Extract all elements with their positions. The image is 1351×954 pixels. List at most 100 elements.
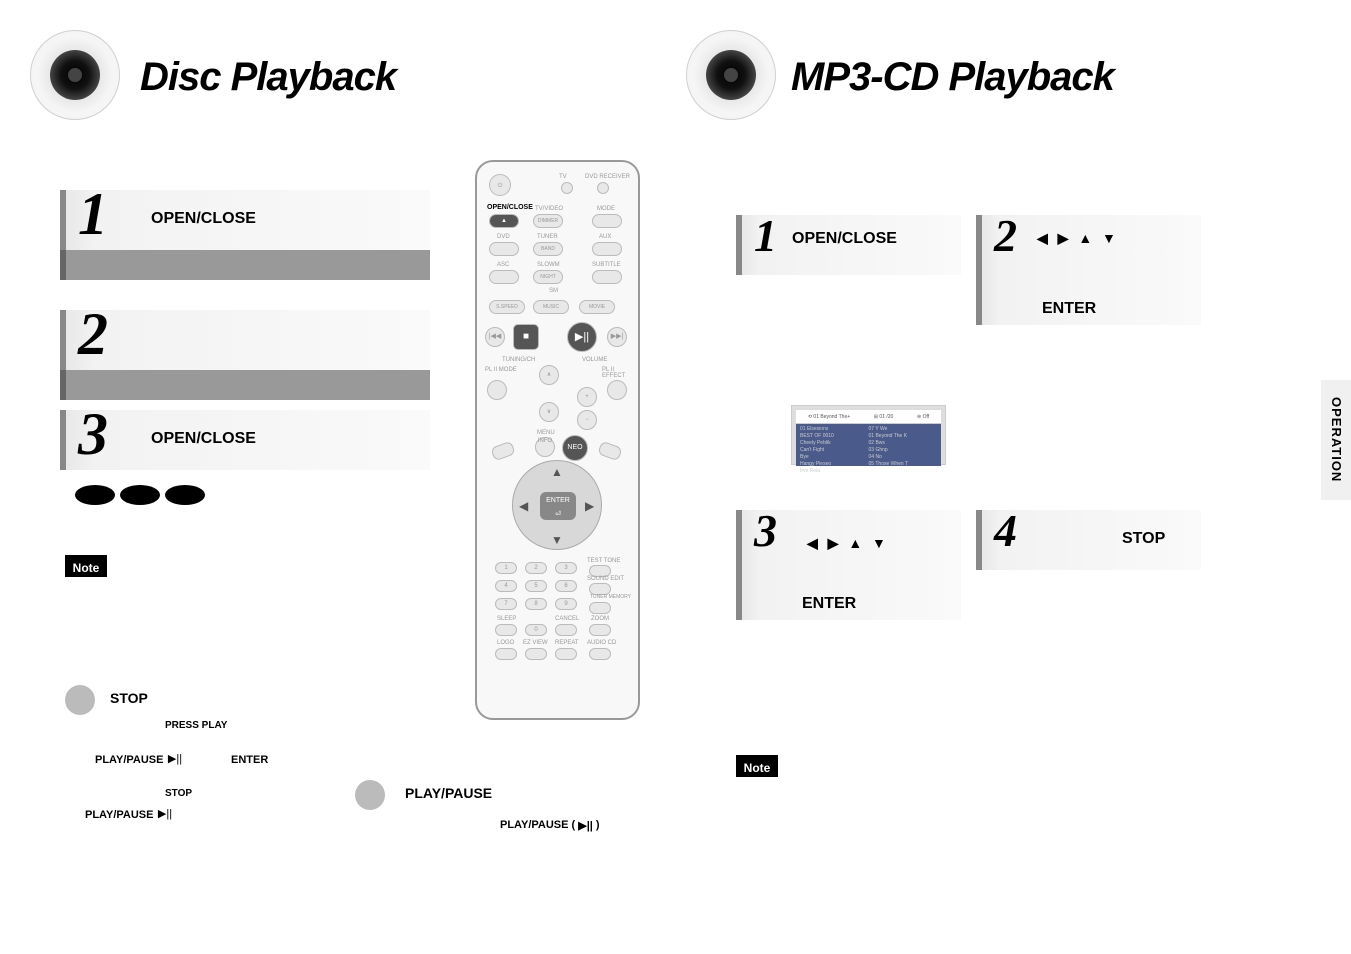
num-8-button[interactable]: 8 (525, 598, 547, 610)
step-3-num: 3 (78, 400, 108, 469)
play-pause-label: PLAY/PAUSE (95, 754, 163, 766)
num-7-button[interactable]: 7 (495, 598, 517, 610)
cancel-button[interactable] (555, 624, 577, 636)
return-button[interactable] (490, 441, 515, 462)
left-page: Disc Playback 1 OPEN/CLOSE 2 3 OPEN/CLOS… (0, 0, 675, 954)
remote-control: ⏻ TV DVD RECEIVER OPEN/CLOSE ▲ TV/VIDEO … (475, 160, 640, 720)
sleep-button[interactable] (495, 624, 517, 636)
vol-down-button[interactable]: − (577, 410, 597, 430)
nav-right-icon: ▶ (585, 499, 594, 513)
mode-button[interactable] (592, 214, 622, 228)
stop-label-2: STOP (165, 788, 192, 799)
prev-button[interactable]: |◀◀ (485, 327, 505, 347)
ezview-button[interactable] (525, 648, 547, 660)
stop-heading: STOP (110, 690, 148, 706)
step-3-num: 3 (754, 504, 777, 557)
disc-dot-icon (165, 485, 205, 505)
band-button[interactable]: BAND (533, 242, 563, 256)
ch-down-button[interactable]: ∨ (539, 402, 559, 422)
tvvideo-label: TV/VIDEO (535, 206, 563, 212)
next-button[interactable]: ▶▶| (607, 327, 627, 347)
info-button[interactable]: INFO (535, 437, 555, 457)
bullet-icon (65, 685, 95, 715)
enter-button[interactable]: ENTER⏎ (540, 492, 576, 520)
right-page: MP3-CD Playback 1 OPEN/CLOSE ⟲ 01 Beyond… (676, 0, 1351, 954)
subtitle-label: SUBTITLE (592, 262, 621, 268)
num-2-button[interactable]: 2 (525, 562, 547, 574)
stop-button[interactable]: ■ (513, 324, 539, 350)
step-2-label: ENTER (1042, 300, 1096, 318)
disc-dot-icon (120, 485, 160, 505)
movie-button[interactable]: MOVIE (579, 300, 615, 314)
exit-button[interactable] (597, 441, 622, 462)
page-title-left: Disc Playback (140, 55, 396, 100)
step-1-num: 1 (78, 180, 108, 249)
tuning-label: TUNING/CH (502, 357, 535, 363)
mode-label: MODE (597, 206, 615, 212)
num-3-button[interactable]: 3 (555, 562, 577, 574)
step-2-num: 2 (78, 300, 108, 369)
sspeed-button[interactable]: S.SPEED (489, 300, 525, 314)
step-1-label: OPEN/CLOSE (792, 230, 897, 248)
step-4-card: 4 STOP (976, 510, 1201, 570)
step-2-card: 2 (60, 310, 430, 370)
disc-dot-icon (75, 485, 115, 505)
dvd-label: DVD (497, 234, 510, 240)
ezview-label: EZ VIEW (523, 640, 548, 646)
music-button[interactable]: MUSIC (533, 300, 569, 314)
num-1-button[interactable]: 1 (495, 562, 517, 574)
audio-label: AUDIO CD (587, 640, 616, 646)
step-3-card: 3 ◀ ▶ ▲ ▼ ENTER (736, 510, 961, 620)
tv-select-button[interactable] (561, 182, 573, 194)
slowm-label: SLOWM (537, 262, 560, 268)
sm-label: SM (549, 288, 558, 294)
sleep-label: SLEEP (497, 616, 516, 622)
dimmer-button[interactable]: DIMMER (533, 214, 563, 228)
plii-mode-button[interactable] (487, 380, 507, 400)
step-1-band (60, 250, 430, 280)
ch-up-button[interactable]: ∧ (539, 365, 559, 385)
play-pause-heading: PLAY/PAUSE (405, 785, 492, 801)
open-close-button[interactable]: ▲ (489, 214, 519, 228)
play-pause-button[interactable]: ▶|| (567, 322, 597, 352)
num-0-button[interactable]: 0 (525, 624, 547, 636)
neo-button[interactable]: NEO (562, 435, 588, 461)
bullet-icon (355, 780, 385, 810)
dvd-button[interactable] (489, 242, 519, 256)
zoom-button[interactable] (589, 624, 611, 636)
asc-button[interactable] (489, 270, 519, 284)
cancel-label: CANCEL (555, 616, 579, 622)
audio-button[interactable] (589, 648, 611, 660)
subtitle-button[interactable] (592, 270, 622, 284)
repeat-label: REPEAT (555, 640, 579, 646)
tunermem-button[interactable] (589, 602, 611, 614)
logo-button[interactable] (495, 648, 517, 660)
num-6-button[interactable]: 6 (555, 580, 577, 592)
step-4-label: STOP (1122, 530, 1165, 548)
speaker-icon (686, 30, 776, 120)
tuner-label: TUNER (537, 234, 558, 240)
step-1-num: 1 (754, 209, 777, 262)
power-button[interactable]: ⏻ (489, 174, 511, 196)
play-pause-sub: PLAY/PAUSE ( ▶|| ) (500, 819, 600, 831)
menu-label: MENU (537, 430, 555, 436)
aux-button[interactable] (592, 242, 622, 256)
step-1-card: 1 OPEN/CLOSE (736, 215, 961, 275)
plii-eff-button[interactable] (607, 380, 627, 400)
step-1-card: 1 OPEN/CLOSE (60, 190, 430, 250)
vol-up-button[interactable]: + (577, 387, 597, 407)
night-button[interactable]: NIGHT (533, 270, 563, 284)
logo-label: LOGO (497, 640, 514, 646)
num-4-button[interactable]: 4 (495, 580, 517, 592)
volume-label: VOLUME (582, 357, 607, 363)
step-3-card: 3 OPEN/CLOSE (60, 410, 430, 470)
step-3-arrows: ◀ ▶ ▲ ▼ (807, 535, 889, 552)
play-pause-icon: ▶|| (158, 807, 172, 820)
num-9-button[interactable]: 9 (555, 598, 577, 610)
nav-wheel[interactable]: ▲ ▼ ◀ ▶ ENTER⏎ (512, 460, 602, 550)
open-close-label: OPEN/CLOSE (487, 204, 533, 211)
num-5-button[interactable]: 5 (525, 580, 547, 592)
dvd-recv-select-button[interactable] (597, 182, 609, 194)
repeat-button[interactable] (555, 648, 577, 660)
plii-mode-label: PL II MODE (485, 367, 517, 373)
